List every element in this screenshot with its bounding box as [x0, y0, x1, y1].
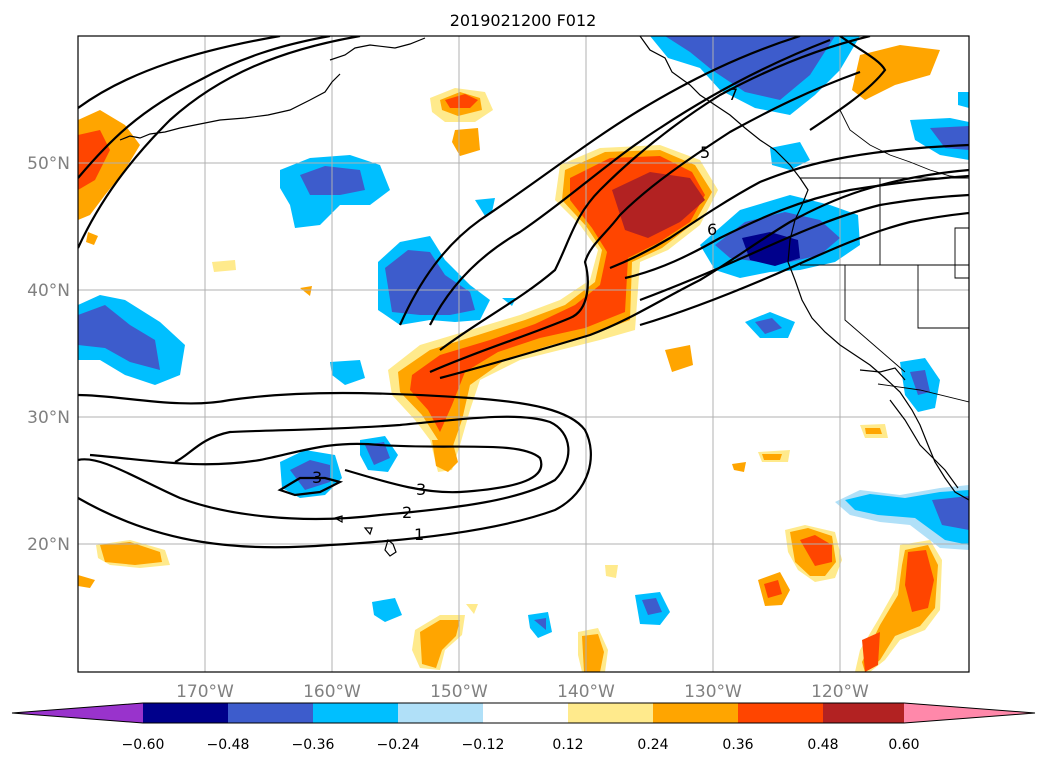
colorbar-bin-4 [398, 703, 483, 723]
contour-label-1: 1 [414, 525, 424, 544]
contour-lines [78, 36, 969, 549]
colorbar-bin-1 [143, 703, 228, 723]
contour-label-5: 5 [700, 143, 710, 162]
colorbar-bin-3 [313, 703, 398, 723]
colorbar-bin-8 [738, 703, 823, 723]
lon-label-170w: 170°W [176, 682, 234, 702]
contour-label-3b: 3 [312, 468, 322, 487]
lat-label-20n: 20°N [27, 535, 70, 555]
colorbar-tick-1: −0.60 [122, 737, 165, 753]
lat-label-40n: 40°N [27, 281, 70, 301]
coastlines [119, 36, 969, 557]
map-area: 1 2 3 3 5 6 7 [78, 36, 969, 672]
colorbar-tick-7: 0.24 [637, 737, 668, 753]
colorbar-tick-3: −0.36 [292, 737, 335, 753]
colorbar-tick-9: 0.48 [807, 737, 838, 753]
colorbar-bin-6 [568, 703, 653, 723]
contour-value-labels: 1 2 3 3 5 6 7 [312, 85, 738, 544]
colorbar-bin-7 [653, 703, 738, 723]
lon-label-150w: 150°W [430, 682, 488, 702]
lat-label-30n: 30°N [27, 408, 70, 428]
colorbar-tick-5: −0.12 [462, 737, 505, 753]
colorbar-tick-6: 0.12 [552, 737, 583, 753]
colorbar-extend-low [12, 703, 143, 723]
lat-label-50n: 50°N [27, 154, 70, 174]
colorbar-tick-2: −0.48 [207, 737, 250, 753]
lon-label-140w: 140°W [557, 682, 615, 702]
colorbar-bin-5 [483, 703, 568, 723]
contour-label-2: 2 [402, 503, 412, 522]
map-frame [77, 35, 970, 673]
colorbar-extend-high [904, 703, 1035, 723]
lon-label-130w: 130°W [684, 682, 742, 702]
map-title: 2019021200 F012 [450, 11, 597, 30]
contour-label-7: 7 [728, 85, 738, 104]
contour-label-3a: 3 [416, 480, 426, 499]
colorbar-tick-4: −0.24 [377, 737, 420, 753]
lon-label-120w: 120°W [811, 682, 869, 702]
colorbar-bin-2 [228, 703, 313, 723]
colorbar: −0.60 −0.48 −0.36 −0.24 −0.12 0.12 0.24 … [11, 702, 1036, 753]
longitude-labels: 170°W 160°W 150°W 140°W 130°W 120°W [176, 682, 869, 702]
latitude-labels: 50°N 40°N 30°N 20°N [27, 154, 70, 555]
colorbar-tick-8: 0.36 [722, 737, 753, 753]
lon-label-160w: 160°W [303, 682, 361, 702]
colorbar-tick-10: 0.60 [888, 737, 919, 753]
contour-label-6: 6 [707, 220, 717, 239]
anomaly-shading [78, 36, 969, 672]
colorbar-bin-9 [823, 703, 904, 723]
